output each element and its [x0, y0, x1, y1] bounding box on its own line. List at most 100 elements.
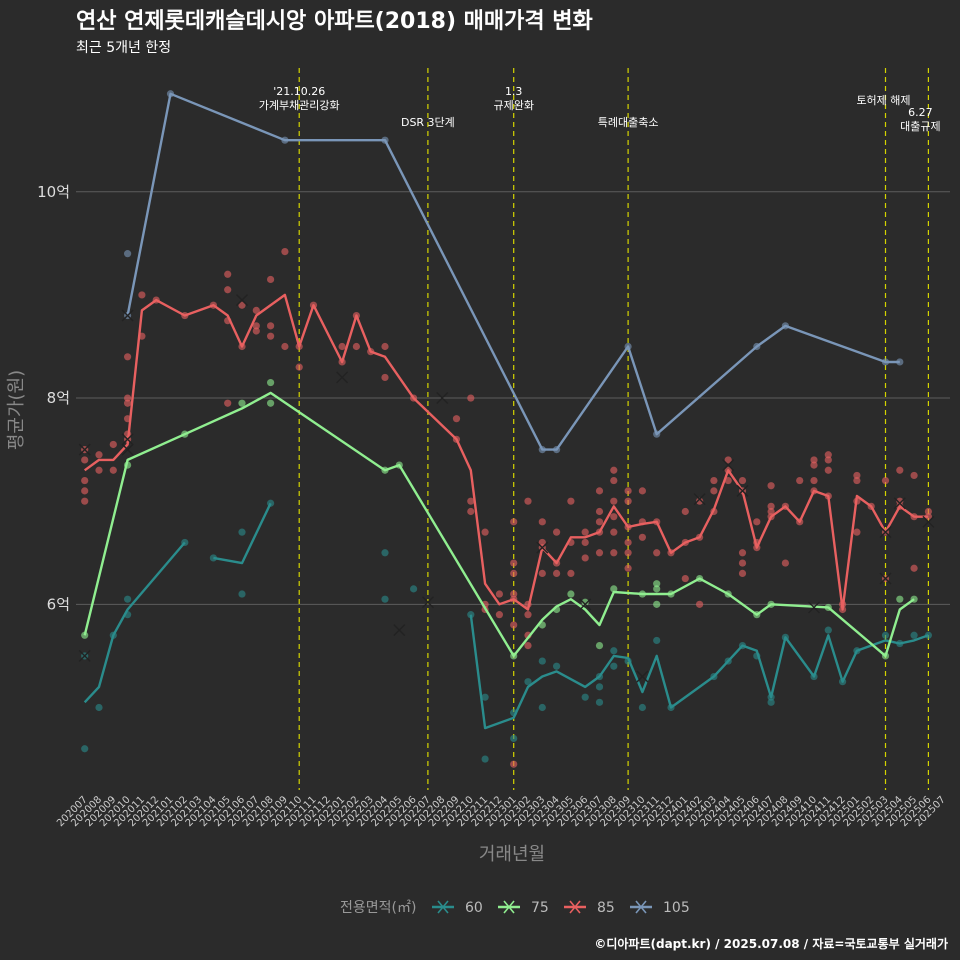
- data-point: [538, 569, 546, 578]
- data-point: [95, 703, 103, 712]
- data-point: [295, 363, 303, 371]
- data-point: [910, 471, 918, 480]
- cross-stroke: [922, 515, 935, 528]
- data-point: [581, 554, 589, 562]
- data-point: [538, 518, 546, 526]
- legend-key-75: 75: [498, 900, 549, 916]
- data-point: [524, 642, 532, 650]
- cross-marker: [78, 443, 91, 456]
- data-point: [524, 497, 532, 505]
- data-point: [767, 502, 775, 510]
- event-label: 특례대출축소: [598, 116, 659, 129]
- series-cross-85: [78, 294, 935, 585]
- series-line: [83, 541, 186, 704]
- cross-marker: [879, 572, 892, 585]
- data-point: [109, 440, 117, 449]
- data-point: [381, 595, 389, 603]
- data-point: [753, 518, 761, 526]
- cross-marker: [393, 624, 406, 637]
- event-label: '21.10.26: [273, 85, 325, 98]
- data-point: [553, 528, 561, 536]
- data-point: [495, 611, 503, 619]
- y-axis-label: 평균가(원): [6, 370, 27, 450]
- event-label: 대출규제: [900, 120, 940, 133]
- cross-stroke: [893, 497, 906, 510]
- series-line: [83, 293, 929, 611]
- data-point: [653, 549, 661, 557]
- cross-stroke: [336, 371, 349, 384]
- data-point: [767, 482, 775, 490]
- data-point: [796, 476, 804, 485]
- data-point: [610, 476, 618, 485]
- data-point: [467, 497, 475, 505]
- data-point: [824, 626, 832, 634]
- data-point: [538, 703, 546, 712]
- data-point: [595, 487, 604, 495]
- data-point: [696, 600, 704, 608]
- data-point: [610, 466, 618, 474]
- data-point: [224, 286, 232, 294]
- data-point: [138, 291, 146, 299]
- data-point: [467, 394, 475, 402]
- series-line: [469, 614, 929, 730]
- data-point: [510, 590, 518, 598]
- data-point: [653, 636, 661, 645]
- data-point: [510, 559, 518, 567]
- data-point: [581, 538, 589, 547]
- legend-key-85: 85: [564, 900, 615, 916]
- cross-marker: [893, 497, 906, 510]
- data-point: [252, 327, 260, 335]
- data-point: [810, 461, 818, 469]
- cross-stroke: [879, 526, 892, 539]
- cross-stroke: [78, 443, 91, 456]
- data-point: [95, 466, 103, 474]
- event-label: DSR 3단계: [401, 116, 455, 129]
- data-point: [252, 306, 260, 314]
- cross-marker: [121, 309, 134, 322]
- data-point: [381, 342, 389, 351]
- event-label: 6.27: [908, 106, 933, 119]
- cross-marker: [536, 541, 549, 554]
- data-point: [610, 513, 618, 521]
- data-point: [267, 275, 275, 284]
- series-line-60: [83, 502, 929, 730]
- data-point: [381, 549, 389, 557]
- event-label: 규제완화: [493, 99, 533, 112]
- data-point: [810, 476, 818, 485]
- data-point: [624, 549, 632, 557]
- data-point: [881, 476, 890, 485]
- data-point: [653, 585, 661, 593]
- data-point: [738, 569, 747, 578]
- data-point: [896, 466, 904, 474]
- cross-marker: [693, 493, 706, 506]
- data-point: [467, 611, 475, 619]
- cross-marker: [421, 596, 434, 609]
- data-point: [81, 487, 89, 495]
- cross-marker: [879, 526, 892, 539]
- data-point: [538, 657, 546, 665]
- data-point: [853, 471, 861, 480]
- data-point: [738, 476, 747, 485]
- data-point: [467, 507, 475, 516]
- data-point: [452, 415, 461, 423]
- data-point: [824, 456, 832, 464]
- cross-stroke: [808, 601, 820, 614]
- data-point: [595, 507, 604, 516]
- data-point: [624, 564, 632, 572]
- cross-stroke: [421, 596, 434, 609]
- data-point: [595, 549, 604, 557]
- data-point: [910, 564, 918, 572]
- cross-stroke: [121, 433, 134, 446]
- data-point: [624, 538, 632, 547]
- data-point: [510, 734, 518, 743]
- data-point: [224, 270, 232, 278]
- series-line: [83, 391, 915, 658]
- data-point: [595, 698, 604, 706]
- data-point: [267, 378, 275, 387]
- data-point: [738, 549, 747, 557]
- data-point: [610, 497, 618, 505]
- data-point: [710, 476, 718, 485]
- data-point: [681, 507, 689, 516]
- data-point: [896, 595, 904, 603]
